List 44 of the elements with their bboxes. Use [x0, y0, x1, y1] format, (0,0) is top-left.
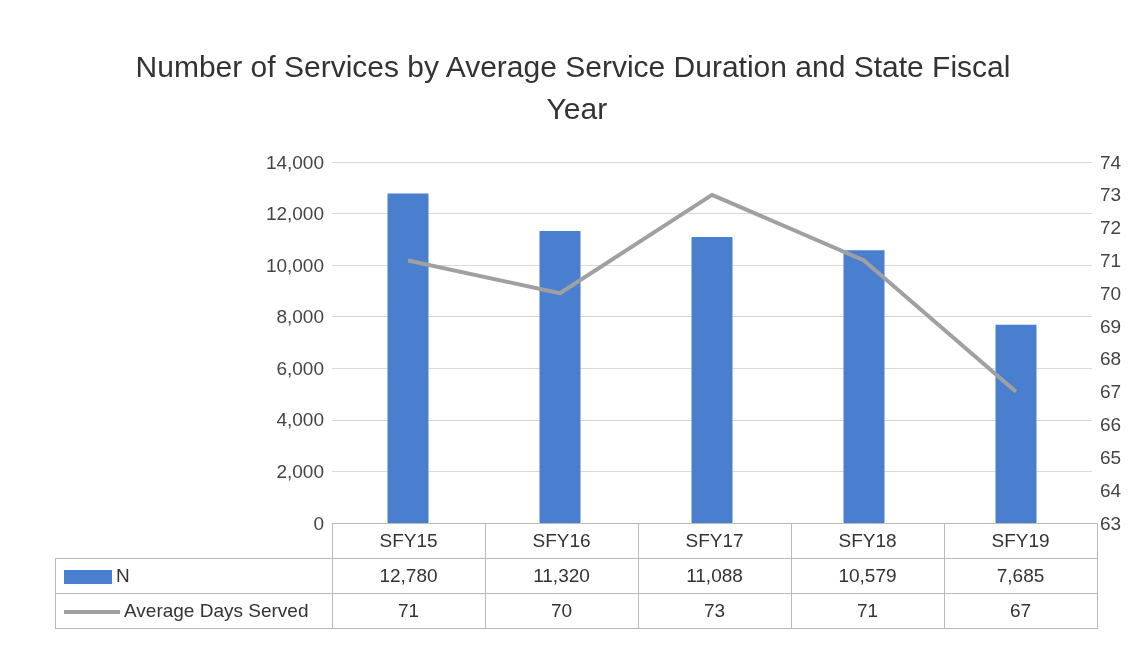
- bar: [843, 250, 885, 523]
- y2-tick-label: 73: [1100, 184, 1122, 206]
- y2-tick-label: 65: [1100, 446, 1122, 468]
- data-label: 11,088: [638, 558, 791, 594]
- y-tick-label: 0: [313, 512, 324, 534]
- x-tick-label: SFY16: [485, 523, 638, 559]
- y2-tick-label: 68: [1100, 348, 1122, 370]
- bar: [995, 324, 1037, 523]
- y2-tick-label: 63: [1100, 512, 1122, 534]
- data-label: 7,685: [944, 558, 1097, 594]
- y-tick-label: 12,000: [265, 203, 324, 225]
- data-label: 73: [638, 593, 791, 629]
- data-label: 10,579: [791, 558, 944, 594]
- y-tick-label: 8,000: [276, 306, 324, 328]
- legend-label: Average Days Served: [55, 593, 332, 629]
- chart-title: Number of Services by Average Service Duration and State Fiscal Year: [135, 49, 1011, 125]
- y2-tick-label: 72: [1100, 217, 1122, 239]
- data-label: 70: [485, 593, 638, 629]
- y-tick-label: 2,000: [276, 460, 324, 482]
- y2-tick-label: 74: [1100, 151, 1122, 173]
- y2-tick-label: 66: [1100, 414, 1122, 436]
- legend-label: N: [55, 558, 332, 594]
- y-tick-label: 14,000: [265, 151, 324, 173]
- data-label: 67: [944, 593, 1097, 629]
- line-series: [406, 192, 1018, 394]
- y-tick-label: 4,000: [276, 409, 324, 431]
- data-label: 11,320: [485, 558, 638, 594]
- data-label: 71: [332, 593, 485, 629]
- data-label: 71: [791, 593, 944, 629]
- y2-tick-label: 70: [1100, 282, 1122, 304]
- x-tick-label: SFY17: [638, 523, 791, 559]
- bar: [539, 231, 581, 523]
- y2-tick-label: 71: [1100, 249, 1122, 271]
- x-tick-label: SFY19: [944, 523, 1097, 559]
- y2-tick-label: 64: [1100, 479, 1122, 501]
- y-tick-label: 6,000: [276, 357, 324, 379]
- x-tick-label: SFY18: [791, 523, 944, 559]
- y2-tick-label: 69: [1100, 315, 1122, 337]
- data-label: 12,780: [332, 558, 485, 594]
- y2-tick-label: 67: [1100, 381, 1122, 403]
- bar: [387, 193, 429, 523]
- bar: [691, 237, 733, 523]
- x-tick-label: SFY15: [332, 523, 485, 559]
- y-tick-label: 10,000: [265, 254, 324, 276]
